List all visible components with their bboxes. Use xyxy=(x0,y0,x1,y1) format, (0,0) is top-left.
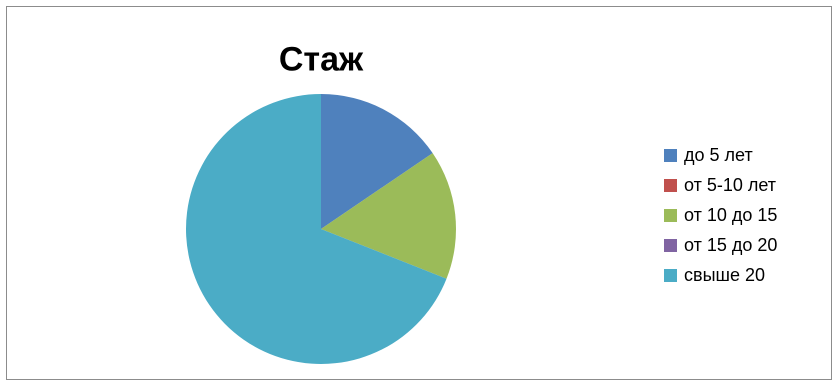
legend-label: до 5 лет xyxy=(684,144,753,165)
legend-item: до 5 лет xyxy=(664,140,777,170)
legend-label: от 15 до 20 xyxy=(684,234,778,255)
chart-legend: до 5 лет от 5-10 лет от 10 до 15 от 15 до 2… xyxy=(664,140,777,290)
legend-label: от 5-10 лет xyxy=(684,174,777,195)
legend-item: от 5-10 лет xyxy=(664,170,777,200)
pie-slice xyxy=(186,93,447,365)
legend-swatch xyxy=(664,178,677,192)
legend-item: от 10 до 15 xyxy=(664,200,777,230)
pie-slice xyxy=(321,94,433,229)
legend-item: свыше 20 xyxy=(664,260,777,290)
legend-swatch xyxy=(664,268,677,282)
legend-label: от 10 до 15 xyxy=(684,204,778,225)
legend-swatch xyxy=(664,208,677,222)
legend-swatch xyxy=(664,148,677,162)
legend-label: свыше 20 xyxy=(684,264,765,285)
legend-swatch xyxy=(664,238,677,252)
chart-title: Стаж xyxy=(278,40,364,79)
legend-item: от 15 до 20 xyxy=(664,230,777,260)
pie-slice xyxy=(321,153,457,279)
